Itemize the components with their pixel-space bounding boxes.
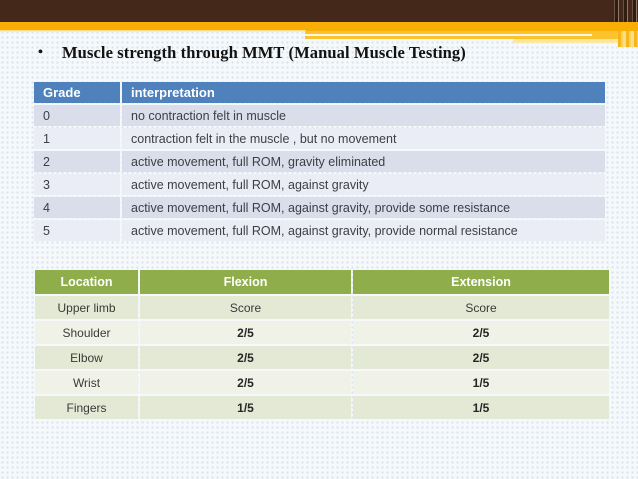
table-cell: 1/5 [353, 396, 609, 419]
table-row: 4 active movement, full ROM, against grav… [34, 197, 605, 218]
banner-pale-bar [513, 39, 638, 43]
table-row: Wrist 2/5 1/5 [35, 371, 609, 394]
table-row: 3 active movement, full ROM, against grav… [34, 174, 605, 195]
column-header: Flexion [140, 270, 351, 294]
table-row: 2 active movement, full ROM, gravity elim… [34, 151, 605, 172]
table-cell: active movement, full ROM, against gravi… [122, 197, 605, 218]
column-header: Extension [353, 270, 609, 294]
table-cell: Upper limb [35, 296, 138, 319]
table-cell: 5 [34, 220, 120, 241]
slide-title-row: • Muscle strength through MMT (Manual Mu… [38, 42, 610, 63]
bullet-icon: • [38, 45, 44, 60]
table-cell: 2/5 [353, 321, 609, 344]
table-cell: contraction felt in the muscle , but no … [122, 128, 605, 149]
table-cell: Score [353, 296, 609, 319]
table-cell: active movement, full ROM, against gravi… [122, 174, 605, 195]
header-row: Grade interpretation [34, 82, 605, 103]
table-cell: 3 [34, 174, 120, 195]
banner-orange-highlight [0, 30, 306, 32]
table-cell: 4 [34, 197, 120, 218]
banner-orange-bar [0, 22, 638, 31]
table-cell: 2/5 [353, 346, 609, 369]
table-cell: 2/5 [140, 321, 351, 344]
table-row: 0 no contraction felt in muscle [34, 105, 605, 126]
column-header: Location [35, 270, 138, 294]
table-row: Upper limb Score Score [35, 296, 609, 319]
banner-brown-bar [0, 0, 638, 22]
table-cell: 1/5 [353, 371, 609, 394]
table-cell: no contraction felt in muscle [122, 105, 605, 126]
table-row: 1 contraction felt in the muscle , but no… [34, 128, 605, 149]
table-cell: 2/5 [140, 371, 351, 394]
table-row: Elbow 2/5 2/5 [35, 346, 609, 369]
corner-stripes-decoration [612, 0, 638, 22]
banner-amber-highlight [305, 34, 592, 36]
table-cell: active movement, full ROM, against gravi… [122, 220, 605, 241]
column-header: Grade [34, 82, 120, 103]
table-row: Fingers 1/5 1/5 [35, 396, 609, 419]
grade-interpretation-table: Grade interpretation 0 no contraction felt … [32, 80, 607, 243]
header-row: Location Flexion Extension [35, 270, 609, 294]
table-cell: Fingers [35, 396, 138, 419]
table-cell: 1 [34, 128, 120, 149]
table-cell: 1/5 [140, 396, 351, 419]
table-cell: Score [140, 296, 351, 319]
table-cell: 2 [34, 151, 120, 172]
page-title: Muscle strength through MMT (Manual Musc… [62, 43, 466, 62]
table-cell: active movement, full ROM, gravity elimi… [122, 151, 605, 172]
corner-amber-decoration [618, 31, 638, 47]
location-flexion-extension-table: Location Flexion Extension Upper limb Score S… [33, 268, 611, 421]
table-cell: 0 [34, 105, 120, 126]
table-cell: 2/5 [140, 346, 351, 369]
table-row: Shoulder 2/5 2/5 [35, 321, 609, 344]
table-cell: Wrist [35, 371, 138, 394]
table-cell: Shoulder [35, 321, 138, 344]
table-cell: Elbow [35, 346, 138, 369]
table-row: 5 active movement, full ROM, against grav… [34, 220, 605, 241]
column-header: interpretation [122, 82, 605, 103]
